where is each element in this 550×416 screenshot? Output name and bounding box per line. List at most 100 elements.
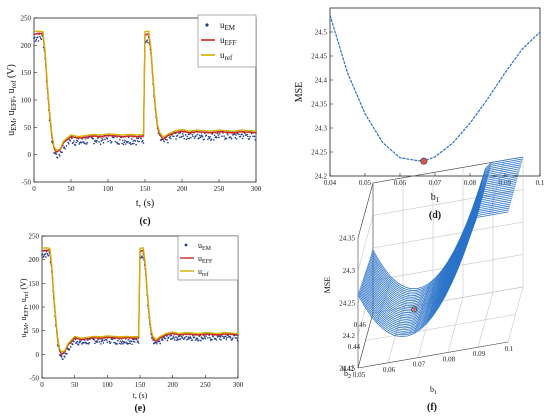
- series-layer: [329, 15, 541, 165]
- data-point: [131, 142, 134, 145]
- data-point: [80, 141, 83, 144]
- data-point: [133, 341, 136, 343]
- data-point: [100, 343, 102, 345]
- data-point: [223, 135, 225, 137]
- data-point: [198, 137, 200, 139]
- data-point: [44, 253, 47, 255]
- data-point: [203, 138, 205, 141]
- data-point: [124, 341, 126, 343]
- x-tick-label: 0.07: [413, 361, 426, 369]
- x-tick-label: 0.05: [359, 179, 372, 187]
- y-tick-label: 50: [24, 124, 32, 132]
- data-point: [118, 342, 121, 345]
- data-point: [127, 136, 130, 139]
- data-point: [242, 135, 245, 137]
- data-point: [163, 140, 166, 143]
- data-point: [129, 142, 131, 144]
- data-point: [108, 340, 111, 343]
- data-point: [221, 135, 223, 138]
- data-point: [223, 337, 226, 339]
- data-point: [137, 137, 140, 140]
- y-axis-label: uEM, uEFF, uref (V): [6, 64, 18, 136]
- data-point: [93, 338, 96, 341]
- data-point: [248, 137, 251, 140]
- data-point: [122, 139, 124, 142]
- data-point: [225, 338, 228, 341]
- data-point: [175, 138, 177, 140]
- x-tick-label: 200: [177, 185, 188, 193]
- data-point: [124, 139, 126, 142]
- x-tick-label: 0.04: [324, 179, 337, 187]
- data-point: [76, 140, 79, 142]
- data-point: [239, 135, 242, 138]
- data-point: [169, 335, 171, 337]
- data-point: [253, 135, 256, 138]
- grid-line: [372, 189, 524, 216]
- data-point: [79, 340, 82, 343]
- data-point: [230, 138, 233, 140]
- z-tick-label: 24.2: [343, 332, 356, 340]
- data-point: [75, 342, 78, 344]
- y-tick-label: 24.2: [315, 173, 328, 181]
- data-point: [234, 137, 237, 139]
- data-point: [69, 346, 72, 348]
- legend-entry: uEFF: [198, 254, 213, 265]
- data-point: [247, 135, 249, 138]
- data-point: [199, 339, 202, 342]
- surface-box: [357, 156, 524, 369]
- data-point: [138, 140, 140, 143]
- data-point: [172, 335, 175, 338]
- data-point: [116, 339, 119, 342]
- y-tick-label: 200: [29, 256, 40, 264]
- y-axis-label: MSE: [294, 82, 305, 103]
- grid-line: [365, 314, 516, 341]
- data-point: [118, 143, 120, 145]
- x-tick-label: 0.06: [383, 366, 396, 374]
- data-point: [185, 335, 188, 338]
- y-axis-label: uEM, uEFF, uref (V): [19, 278, 30, 337]
- x-tick-label: 0.07: [429, 179, 442, 187]
- data-point: [224, 335, 227, 338]
- data-point: [86, 339, 89, 341]
- data-point: [130, 340, 133, 343]
- data-point: [109, 139, 112, 142]
- data-point: [229, 335, 231, 338]
- y-axis-label: b2: [344, 369, 351, 380]
- data-point: [233, 133, 236, 135]
- data-point: [198, 339, 200, 342]
- data-point: [241, 137, 244, 140]
- data-point: [179, 131, 182, 134]
- data-point: [230, 337, 232, 339]
- data-point: [67, 141, 69, 144]
- data-point: [230, 136, 232, 139]
- data-point: [168, 136, 171, 139]
- data-point: [141, 255, 143, 257]
- tick-layer: 24.15 24.2 24.25 24.3 24.35 0.05 0.06 0.07 0.08 0…: [339, 235, 514, 380]
- data-point: [78, 341, 81, 344]
- data-point: [66, 352, 68, 355]
- data-point: [158, 340, 161, 343]
- data-point: [169, 338, 172, 340]
- data-point: [60, 356, 63, 358]
- data-point: [173, 339, 176, 341]
- data-point: [227, 334, 229, 337]
- x-tick-label: 100: [103, 185, 114, 193]
- data-point: [128, 340, 131, 343]
- data-point: [209, 136, 211, 138]
- x-tick-label: 300: [233, 381, 244, 389]
- data-point: [102, 139, 104, 141]
- data-point: [73, 340, 75, 343]
- data-point: [37, 40, 40, 42]
- data-point: [157, 340, 160, 343]
- data-point: [102, 342, 105, 344]
- chart-panel-f: 24.15 24.2 24.25 24.3 24.35 0.05 0.06 0.07 0.08 0…: [323, 156, 524, 413]
- data-point: [141, 139, 144, 142]
- y-tick-label: -50: [22, 179, 32, 187]
- data-point: [69, 140, 72, 142]
- data-point: [244, 132, 246, 134]
- data-point: [72, 141, 75, 144]
- x-tick-label: 0.09: [499, 179, 512, 187]
- panel-label-d: (d): [429, 210, 441, 221]
- data-point: [194, 339, 197, 341]
